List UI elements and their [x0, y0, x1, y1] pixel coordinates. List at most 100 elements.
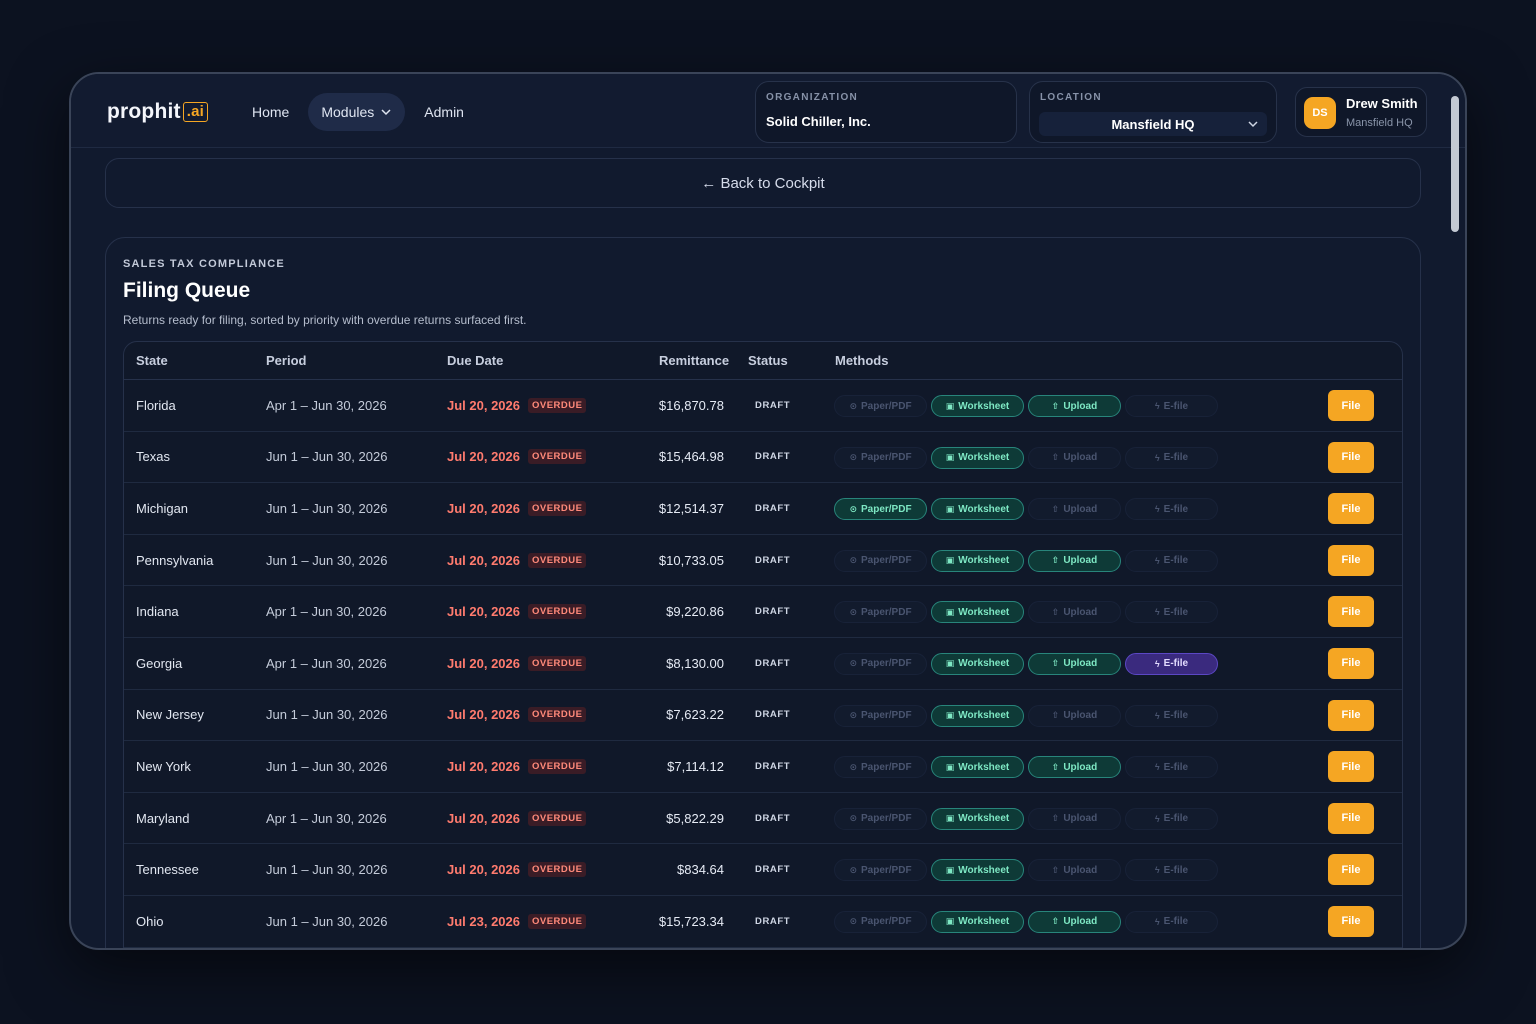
- user-menu[interactable]: DS Drew Smith Mansfield HQ: [1295, 87, 1427, 137]
- upload-icon: ⇧: [1051, 813, 1060, 824]
- status-badge: DRAFT: [755, 554, 791, 566]
- method-paper-pdf-button[interactable]: ⊙ Paper/PDF: [834, 498, 927, 521]
- method-worksheet-button[interactable]: ▣ Worksheet: [931, 498, 1024, 521]
- nav-modules[interactable]: Modules: [308, 93, 406, 131]
- method-worksheet-button[interactable]: ▣ Worksheet: [931, 549, 1024, 572]
- overdue-badge: OVERDUE: [528, 707, 587, 723]
- paper-pdf-icon: ⊙: [849, 916, 857, 927]
- method-efile-button[interactable]: ϟ E-file: [1125, 549, 1218, 572]
- nav-home[interactable]: Home: [252, 104, 290, 120]
- file-button[interactable]: File: [1328, 699, 1374, 731]
- method-paper-pdf-button[interactable]: ⊙ Paper/PDF: [834, 652, 927, 675]
- period-cell: Jun 1 – Jun 30, 2026: [266, 707, 388, 723]
- method-upload-button[interactable]: ⇧ Upload: [1028, 652, 1121, 675]
- method-paper-pdf-button[interactable]: ⊙ Paper/PDF: [834, 910, 927, 933]
- method-paper-pdf-button[interactable]: ⊙ Paper/PDF: [834, 395, 927, 417]
- method-worksheet-button[interactable]: ▣ Worksheet: [931, 910, 1024, 933]
- nav-admin[interactable]: Admin: [424, 104, 464, 120]
- method-worksheet-button[interactable]: ▣ Worksheet: [931, 859, 1024, 882]
- method-efile-button[interactable]: ϟ E-file: [1125, 652, 1218, 675]
- method-worksheet-button[interactable]: ▣ Worksheet: [931, 395, 1024, 417]
- due-date: Jul 20, 2026: [447, 552, 520, 568]
- method-label: Worksheet: [958, 503, 1010, 515]
- file-button[interactable]: File: [1328, 441, 1374, 473]
- method-upload-button[interactable]: ⇧ Upload: [1028, 859, 1121, 882]
- method-efile-button[interactable]: ϟ E-file: [1125, 756, 1218, 779]
- method-worksheet-button[interactable]: ▣ Worksheet: [931, 652, 1024, 675]
- method-worksheet-button[interactable]: ▣ Worksheet: [931, 807, 1024, 830]
- method-efile-button[interactable]: ϟ E-file: [1125, 704, 1218, 727]
- method-worksheet-button[interactable]: ▣ Worksheet: [931, 704, 1024, 727]
- status-badge: DRAFT: [755, 812, 791, 824]
- state-cell: Texas: [136, 449, 170, 465]
- method-upload-button[interactable]: ⇧ Upload: [1028, 910, 1121, 933]
- method-upload-button[interactable]: ⇧ Upload: [1028, 704, 1121, 727]
- method-efile-button[interactable]: ϟ E-file: [1125, 498, 1218, 521]
- main-nav: Home Modules Admin: [239, 93, 477, 131]
- upload-icon: ⇧: [1051, 864, 1060, 875]
- file-button[interactable]: File: [1328, 493, 1374, 525]
- method-label: Paper/PDF: [860, 555, 912, 567]
- chevron-down-icon: [381, 109, 391, 116]
- overdue-badge: OVERDUE: [528, 449, 587, 465]
- chevron-down-icon: [1248, 121, 1258, 128]
- method-label: Upload: [1063, 400, 1098, 412]
- location-dropdown[interactable]: Mansfield HQ: [1039, 112, 1267, 136]
- due-date: Jul 20, 2026: [447, 655, 520, 671]
- method-efile-button[interactable]: ϟ E-file: [1125, 807, 1218, 830]
- method-efile-button[interactable]: ϟ E-file: [1125, 395, 1218, 417]
- method-upload-button[interactable]: ⇧ Upload: [1028, 807, 1121, 830]
- file-button[interactable]: File: [1328, 751, 1374, 783]
- organization-selector[interactable]: ORGANIZATION Solid Chiller, Inc.: [755, 81, 1017, 143]
- state-cell: Georgia: [136, 655, 183, 671]
- file-button[interactable]: File: [1328, 390, 1374, 421]
- method-upload-button[interactable]: ⇧ Upload: [1028, 601, 1121, 624]
- method-paper-pdf-button[interactable]: ⊙ Paper/PDF: [834, 756, 927, 779]
- back-to-cockpit-button[interactable]: ← Back to Cockpit: [105, 158, 1421, 208]
- col-remittance: Remittance: [659, 353, 730, 368]
- file-button[interactable]: File: [1328, 647, 1374, 679]
- efile-icon: ϟ: [1154, 865, 1160, 876]
- method-worksheet-button[interactable]: ▣ Worksheet: [931, 756, 1024, 779]
- logo[interactable]: prophit .ai: [107, 98, 208, 126]
- status-badge: DRAFT: [755, 864, 791, 876]
- worksheet-icon: ▣: [945, 864, 955, 875]
- location-value: Mansfield HQ: [1111, 116, 1195, 132]
- status-badge: DRAFT: [755, 915, 791, 927]
- file-button[interactable]: File: [1328, 905, 1374, 937]
- efile-icon: ϟ: [1154, 813, 1160, 824]
- method-upload-button[interactable]: ⇧ Upload: [1028, 498, 1121, 521]
- method-paper-pdf-button[interactable]: ⊙ Paper/PDF: [834, 446, 927, 469]
- method-label: Paper/PDF: [860, 452, 912, 464]
- period-cell: Apr 1 – Jun 30, 2026: [266, 397, 387, 413]
- method-efile-button[interactable]: ϟ E-file: [1125, 601, 1218, 624]
- remittance-cell: $8,130.00: [666, 655, 724, 671]
- method-worksheet-button[interactable]: ▣ Worksheet: [931, 601, 1024, 624]
- file-button[interactable]: File: [1328, 544, 1374, 576]
- method-paper-pdf-button[interactable]: ⊙ Paper/PDF: [834, 549, 927, 572]
- method-paper-pdf-button[interactable]: ⊙ Paper/PDF: [834, 704, 927, 727]
- method-paper-pdf-button[interactable]: ⊙ Paper/PDF: [834, 807, 927, 830]
- method-efile-button[interactable]: ϟ E-file: [1125, 910, 1218, 933]
- file-button[interactable]: File: [1328, 596, 1374, 628]
- file-button[interactable]: File: [1328, 802, 1374, 834]
- method-worksheet-button[interactable]: ▣ Worksheet: [931, 446, 1024, 469]
- method-label: E-file: [1163, 710, 1189, 722]
- method-efile-button[interactable]: ϟ E-file: [1125, 859, 1218, 882]
- due-date-cell: Jul 20, 2026 OVERDUE: [447, 483, 587, 534]
- method-upload-button[interactable]: ⇧ Upload: [1028, 395, 1121, 417]
- method-upload-button[interactable]: ⇧ Upload: [1028, 756, 1121, 779]
- method-paper-pdf-button[interactable]: ⊙ Paper/PDF: [834, 601, 927, 624]
- method-label: Paper/PDF: [860, 503, 912, 515]
- remittance-cell: $7,623.22: [666, 707, 724, 723]
- method-paper-pdf-button[interactable]: ⊙ Paper/PDF: [834, 859, 927, 882]
- overdue-badge: OVERDUE: [528, 913, 587, 929]
- method-efile-button[interactable]: ϟ E-file: [1125, 446, 1218, 469]
- file-button[interactable]: File: [1328, 854, 1374, 886]
- method-upload-button[interactable]: ⇧ Upload: [1028, 549, 1121, 572]
- method-label: Upload: [1063, 813, 1098, 825]
- due-date-cell: Jul 20, 2026 OVERDUE: [447, 432, 587, 483]
- method-upload-button[interactable]: ⇧ Upload: [1028, 446, 1121, 469]
- table-row: Ohio Jun 1 – Jun 30, 2026 Jul 23, 2026 OVER…: [124, 896, 1402, 948]
- scrollbar-thumb[interactable]: [1451, 96, 1459, 232]
